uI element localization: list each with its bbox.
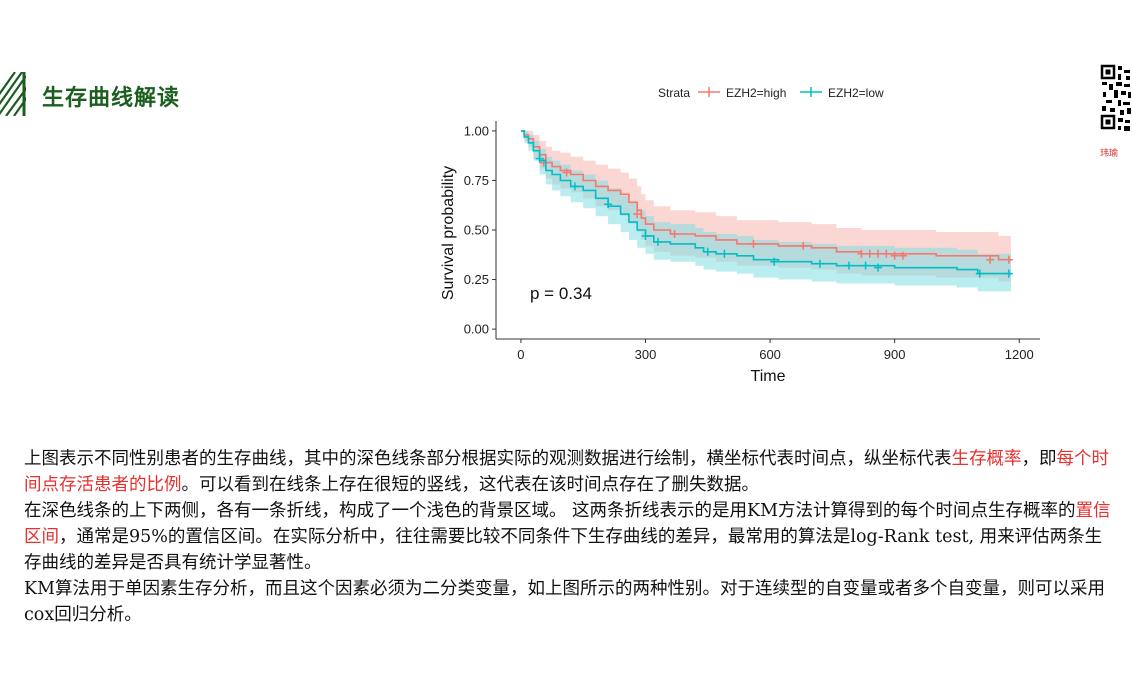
explanation-text: 上图表示不同性别患者的生存曲线，其中的深色线条部分根据实际的观测数据进行绘制，横…	[24, 446, 1114, 628]
censor-mark	[535, 154, 544, 163]
page-title: 生存曲线解读	[42, 86, 181, 111]
censor-mark	[874, 263, 883, 272]
censor-mark	[720, 249, 729, 258]
legend-label-low: EZH2=low	[828, 86, 884, 100]
header-stripes-icon	[0, 72, 26, 116]
survival-line-low	[520, 130, 1011, 275]
censor-mark	[874, 249, 883, 258]
y-tick-label: 0.25	[464, 272, 489, 287]
legend: Strata EZH2=high EZH2=low	[658, 86, 884, 100]
x-axis-label: Time	[751, 368, 786, 385]
y-axis-label: Survival probability	[440, 166, 457, 300]
p1-text-c: ，即	[1021, 449, 1057, 469]
x-tick-label: 1200	[1005, 347, 1034, 362]
legend-label-high: EZH2=high	[726, 86, 786, 100]
confidence-band-low	[520, 130, 1011, 292]
censor-mark	[986, 255, 995, 264]
censor-mark	[562, 168, 571, 177]
x-tick-label: 600	[759, 347, 781, 362]
censor-mark	[749, 239, 758, 248]
y-tick-label: 0.00	[464, 322, 489, 337]
p1-text-e: 。可以看到在线条上存在很短的竖线，这代表在该时间点存在了删失数据。	[181, 475, 760, 495]
highlight-survival-ratio: 每个时间点存活患者的比例	[24, 449, 1109, 495]
highlight-confidence-interval: 置信区间	[24, 501, 1111, 547]
censor-mark	[898, 251, 907, 260]
censor-mark	[1004, 255, 1013, 264]
censor-mark	[570, 182, 579, 191]
qr-code-icon	[1100, 64, 1132, 144]
p2-text-c: ，通常是95%的置信区间。在实际分析中，往往需要比较不同条件下生存曲线的差异，最…	[24, 527, 1103, 573]
censor-mark	[975, 269, 984, 278]
censor-mark	[865, 249, 874, 258]
censor-mark	[641, 231, 650, 240]
censor-mark	[604, 200, 613, 209]
qr-caption: 玮瑜	[1100, 149, 1119, 159]
p1-text-a: 上图表示不同性别患者的生存曲线，其中的深色线条部分根据实际的观测数据进行绘制，横…	[24, 449, 952, 469]
censor-mark	[653, 237, 662, 246]
censor-mark	[890, 251, 899, 260]
censor-mark	[861, 261, 870, 270]
censor-mark	[815, 259, 824, 268]
censor-mark	[844, 261, 853, 270]
km-survival-chart: Strata EZH2=high EZH2=low 0 300 600 900 1200…	[440, 86, 1040, 385]
confidence-band-high	[520, 130, 1011, 282]
x-tick-label: 900	[884, 347, 906, 362]
censor-mark	[857, 249, 866, 258]
censor-mark	[770, 257, 779, 266]
censor-mark	[1004, 269, 1013, 278]
highlight-survival-probability: 生存概率	[951, 449, 1022, 469]
y-tick-label: 0.75	[464, 173, 489, 188]
paragraph-3: KM算法用于单因素生存分析，而且这个因素必须为二分类变量，如上图所示的两种性别。…	[24, 579, 1105, 625]
p2-text-a: 在深色线条的上下两侧，各有一条折线，构成了一个浅色的背景区域。 这两条折线表示的…	[24, 501, 1076, 521]
censor-mark	[703, 247, 712, 256]
censor-mark	[633, 210, 642, 219]
paragraph-1: 上图表示不同性别患者的生存曲线，其中的深色线条部分根据实际的观测数据进行绘制，横…	[24, 446, 1114, 498]
paragraph-2: 在深色线条的上下两侧，各有一条折线，构成了一个浅色的背景区域。 这两条折线表示的…	[24, 498, 1114, 576]
p-value-annotation: p = 0.34	[530, 284, 592, 303]
censor-mark	[799, 241, 808, 250]
censor-mark	[882, 249, 891, 258]
y-tick-label: 0.50	[464, 223, 489, 238]
y-tick-label: 1.00	[464, 123, 489, 138]
legend-title: Strata	[658, 86, 690, 100]
x-tick-label: 0	[517, 347, 524, 362]
survival-line-high	[520, 130, 1011, 261]
x-tick-label: 300	[635, 347, 657, 362]
qr-code[interactable]	[1100, 64, 1132, 162]
censor-mark	[670, 229, 679, 238]
